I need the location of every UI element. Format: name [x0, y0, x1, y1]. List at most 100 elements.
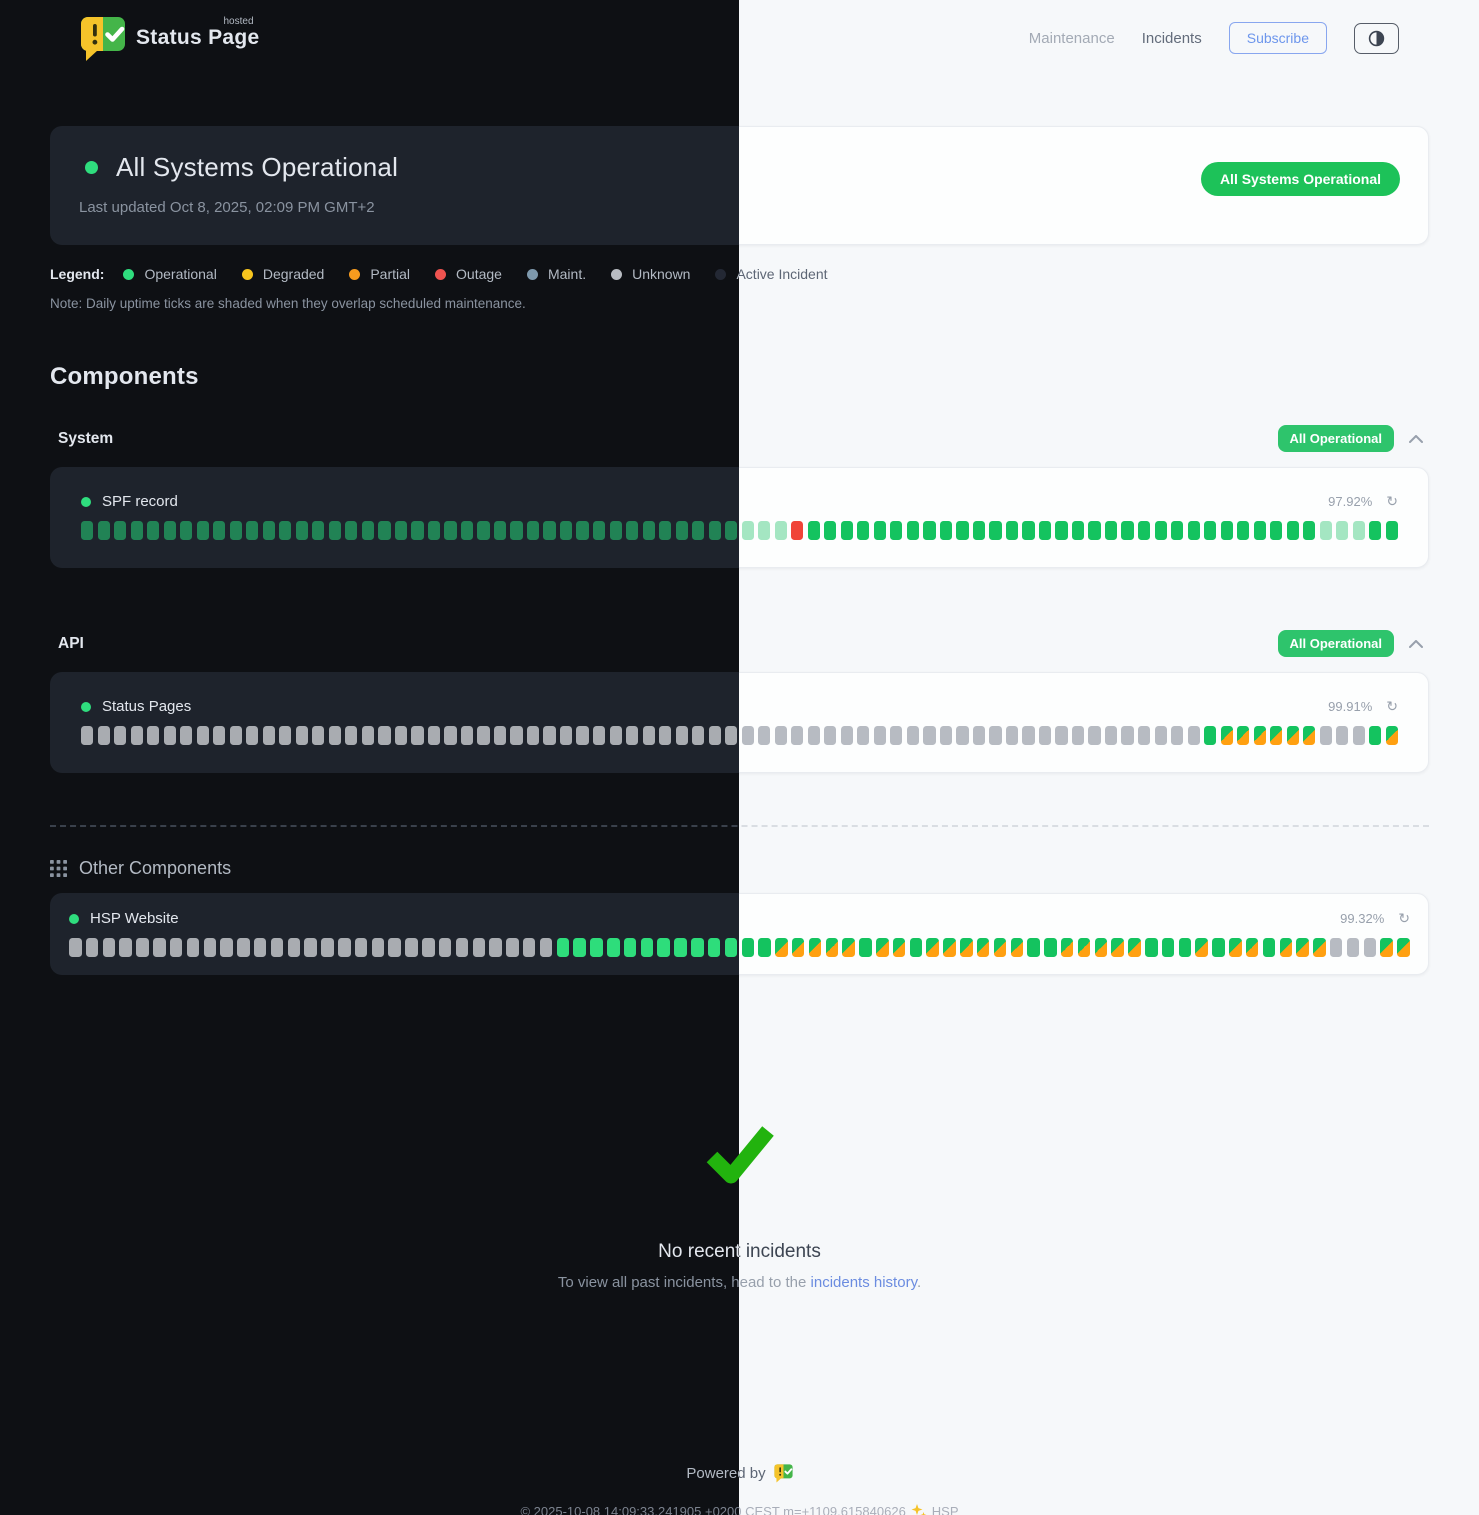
uptime-tick[interactable]: [692, 726, 705, 745]
uptime-tick[interactable]: [909, 938, 923, 957]
uptime-tick[interactable]: [1270, 521, 1283, 540]
uptime-tick[interactable]: [890, 521, 903, 540]
uptime-tick[interactable]: [724, 938, 738, 957]
uptime-tick[interactable]: [237, 938, 250, 957]
uptime-tick[interactable]: [81, 726, 94, 745]
uptime-tick[interactable]: [923, 726, 936, 745]
uptime-tick[interactable]: [873, 521, 886, 540]
uptime-tick[interactable]: [543, 521, 556, 540]
uptime-tick[interactable]: [411, 726, 424, 745]
uptime-tick[interactable]: [691, 938, 704, 957]
uptime-tick[interactable]: [85, 938, 99, 957]
uptime-tick[interactable]: [1229, 938, 1242, 957]
uptime-tick[interactable]: [824, 726, 837, 745]
uptime-tick[interactable]: [1178, 938, 1192, 957]
uptime-tick[interactable]: [1171, 521, 1184, 540]
uptime-tick[interactable]: [69, 938, 82, 957]
uptime-tick[interactable]: [262, 726, 275, 745]
uptime-tick[interactable]: [130, 726, 143, 745]
chevron-up-icon[interactable]: [1409, 434, 1423, 443]
uptime-tick[interactable]: [229, 521, 242, 540]
uptime-tick[interactable]: [312, 521, 325, 540]
uptime-tick[interactable]: [371, 938, 385, 957]
uptime-tick[interactable]: [576, 521, 589, 540]
uptime-tick[interactable]: [642, 726, 655, 745]
uptime-tick[interactable]: [623, 938, 637, 957]
uptime-tick[interactable]: [213, 521, 226, 540]
uptime-tick[interactable]: [1369, 726, 1382, 745]
uptime-tick[interactable]: [559, 726, 573, 745]
uptime-tick[interactable]: [1121, 521, 1134, 540]
refresh-icon[interactable]: ↻: [1386, 493, 1398, 509]
uptime-tick[interactable]: [592, 726, 606, 745]
uptime-tick[interactable]: [180, 726, 193, 745]
uptime-tick[interactable]: [1303, 726, 1316, 745]
uptime-tick[interactable]: [890, 726, 903, 745]
uptime-tick[interactable]: [857, 726, 870, 745]
uptime-tick[interactable]: [405, 938, 418, 957]
uptime-tick[interactable]: [774, 521, 787, 540]
uptime-tick[interactable]: [361, 726, 374, 745]
uptime-tick[interactable]: [1220, 726, 1233, 745]
uptime-tick[interactable]: [825, 938, 839, 957]
uptime-tick[interactable]: [354, 938, 368, 957]
uptime-tick[interactable]: [939, 521, 953, 540]
uptime-tick[interactable]: [939, 726, 953, 745]
uptime-tick[interactable]: [213, 726, 226, 745]
uptime-tick[interactable]: [840, 726, 853, 745]
uptime-tick[interactable]: [626, 521, 639, 540]
uptime-tick[interactable]: [791, 521, 804, 540]
uptime-tick[interactable]: [388, 938, 401, 957]
uptime-tick[interactable]: [1154, 521, 1167, 540]
uptime-tick[interactable]: [791, 938, 805, 957]
uptime-tick[interactable]: [674, 938, 687, 957]
uptime-tick[interactable]: [539, 938, 553, 957]
uptime-tick[interactable]: [1352, 726, 1365, 745]
incidents-history-link[interactable]: incidents history: [810, 1274, 917, 1291]
uptime-tick[interactable]: [1022, 726, 1035, 745]
uptime-tick[interactable]: [807, 726, 820, 745]
uptime-tick[interactable]: [345, 521, 358, 540]
uptime-tick[interactable]: [573, 938, 586, 957]
uptime-tick[interactable]: [460, 521, 474, 540]
uptime-tick[interactable]: [460, 726, 474, 745]
uptime-tick[interactable]: [1319, 521, 1332, 540]
uptime-tick[interactable]: [97, 521, 110, 540]
uptime-tick[interactable]: [312, 726, 325, 745]
uptime-tick[interactable]: [1286, 521, 1299, 540]
uptime-tick[interactable]: [543, 726, 556, 745]
uptime-tick[interactable]: [1212, 938, 1225, 957]
uptime-tick[interactable]: [923, 521, 936, 540]
uptime-tick[interactable]: [708, 521, 721, 540]
theme-toggle-button[interactable]: [1354, 22, 1399, 54]
uptime-tick[interactable]: [926, 938, 939, 957]
uptime-tick[interactable]: [1262, 938, 1276, 957]
uptime-tick[interactable]: [741, 726, 754, 745]
uptime-tick[interactable]: [1270, 726, 1283, 745]
uptime-tick[interactable]: [477, 521, 490, 540]
uptime-tick[interactable]: [1171, 726, 1184, 745]
uptime-tick[interactable]: [1071, 726, 1085, 745]
uptime-tick[interactable]: [972, 726, 986, 745]
uptime-tick[interactable]: [1060, 938, 1074, 957]
uptime-tick[interactable]: [758, 726, 771, 745]
statuspage-mini-logo-icon[interactable]: [774, 1463, 793, 1483]
uptime-tick[interactable]: [444, 521, 457, 540]
uptime-tick[interactable]: [1071, 521, 1085, 540]
uptime-tick[interactable]: [203, 938, 217, 957]
uptime-tick[interactable]: [114, 726, 127, 745]
uptime-tick[interactable]: [378, 521, 391, 540]
uptime-tick[interactable]: [411, 521, 424, 540]
uptime-tick[interactable]: [163, 521, 176, 540]
uptime-tick[interactable]: [725, 726, 738, 745]
uptime-tick[interactable]: [559, 521, 573, 540]
uptime-tick[interactable]: [1220, 521, 1233, 540]
uptime-tick[interactable]: [1237, 521, 1250, 540]
uptime-tick[interactable]: [857, 521, 870, 540]
uptime-tick[interactable]: [1027, 938, 1040, 957]
uptime-tick[interactable]: [279, 726, 292, 745]
uptime-tick[interactable]: [906, 521, 919, 540]
uptime-tick[interactable]: [1253, 726, 1266, 745]
uptime-tick[interactable]: [725, 521, 738, 540]
nav-maintenance[interactable]: Maintenance: [1028, 29, 1115, 47]
